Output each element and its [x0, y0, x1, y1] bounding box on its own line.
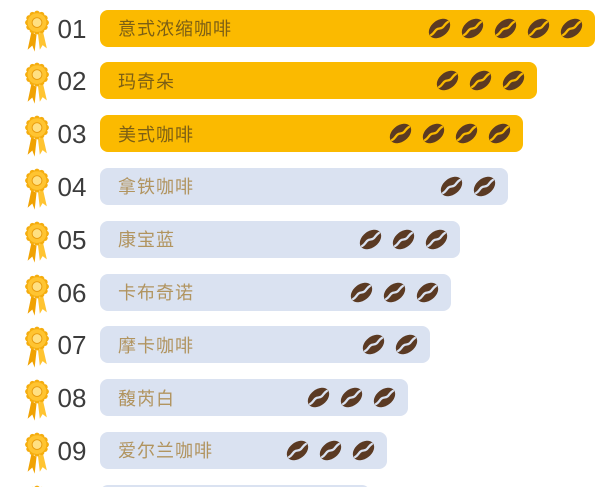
coffee-bean-icon	[502, 71, 525, 91]
coffee-bean-icon	[560, 18, 583, 38]
bean-rating	[348, 281, 441, 304]
coffee-bean-icon	[494, 18, 517, 38]
ranking-row: 05 康宝蓝	[0, 220, 600, 274]
ranking-row: 01 意式浓缩咖啡	[0, 9, 600, 63]
coffee-bean-icon	[340, 387, 363, 408]
bean-rating	[426, 17, 585, 40]
ranking-row: 04 拿铁咖啡	[0, 167, 600, 221]
rosette-medal-icon	[25, 379, 49, 421]
rank-number: 01	[57, 13, 87, 44]
coffee-bean-icon	[389, 123, 412, 144]
rank-number: 07	[57, 330, 87, 361]
coffee-bean-icon	[469, 71, 492, 91]
coffee-bean-icon	[286, 440, 309, 461]
coffee-bean-icon	[350, 282, 373, 302]
coffee-bean-icon	[461, 18, 484, 38]
rank-number: 05	[57, 224, 87, 255]
coffee-name-label: 康宝蓝	[118, 230, 175, 251]
coffee-name-label: 馥芮白	[118, 388, 175, 409]
ranking-row: 06 卡布奇诺	[0, 273, 600, 327]
ranking-bar	[100, 484, 370, 487]
rosette-medal-icon	[25, 115, 49, 157]
rosette-medal-icon	[25, 274, 49, 316]
bean-rating	[360, 333, 420, 356]
bean-rating	[305, 386, 398, 409]
coffee-bean-icon	[383, 282, 406, 302]
coffee-bean-icon	[373, 387, 396, 408]
coffee-bean-icon	[473, 176, 496, 197]
coffee-bean-icon	[319, 440, 342, 461]
rosette-medal-icon	[25, 221, 49, 263]
ranking-bar: 玛奇朵	[100, 62, 537, 100]
ranking-row: 03 美式咖啡	[0, 115, 600, 168]
coffee-bean-icon	[416, 282, 439, 302]
ranking-bar: 美式咖啡	[100, 115, 523, 153]
ranking-row: 08 馥芮白	[0, 379, 600, 432]
ranking-row: 09 爱尔兰咖啡	[0, 431, 600, 485]
rank-number: 04	[57, 171, 87, 202]
coffee-bean-icon	[428, 18, 451, 38]
ranking-row: 07 摩卡咖啡	[0, 326, 600, 379]
coffee-bean-icon	[422, 123, 445, 144]
coffee-name-label: 爱尔兰咖啡	[118, 441, 213, 462]
coffee-name-label: 意式浓缩咖啡	[118, 19, 232, 39]
coffee-bean-icon	[455, 123, 478, 144]
coffee-name-label: 玛奇朵	[118, 71, 175, 92]
coffee-bean-icon	[488, 123, 511, 144]
coffee-name-label: 摩卡咖啡	[118, 335, 194, 356]
bean-rating	[387, 122, 513, 145]
rank-number: 08	[57, 383, 87, 414]
bean-rating	[434, 69, 527, 92]
coffee-name-label: 拿铁咖啡	[118, 177, 194, 198]
ranking-bar: 馥芮白	[100, 379, 408, 417]
rank-number: 03	[57, 119, 87, 150]
coffee-bean-icon	[440, 176, 463, 197]
rank-number: 02	[57, 66, 87, 97]
ranking-bar: 拿铁咖啡	[100, 167, 508, 205]
coffee-bean-icon	[392, 229, 415, 249]
ranking-bar: 卡布奇诺	[100, 273, 451, 311]
bean-rating	[438, 175, 498, 198]
coffee-name-label: 卡布奇诺	[118, 283, 194, 303]
ranking-bar: 康宝蓝	[100, 220, 460, 258]
ranking-bar: 摩卡咖啡	[100, 326, 430, 364]
coffee-bean-icon	[362, 335, 385, 355]
coffee-bean-icon	[352, 440, 375, 461]
rosette-medal-icon	[25, 326, 49, 368]
coffee-bean-icon	[425, 229, 448, 249]
coffee-bean-icon	[395, 335, 418, 355]
ranking-bar: 意式浓缩咖啡	[100, 9, 595, 47]
rank-number: 09	[57, 435, 87, 466]
coffee-name-label: 美式咖啡	[118, 124, 194, 145]
rosette-medal-icon	[25, 62, 49, 104]
ranking-bar: 爱尔兰咖啡	[100, 431, 387, 469]
ranking-row: 02 玛奇朵	[0, 62, 600, 115]
rank-number: 06	[57, 277, 87, 308]
bean-rating	[357, 228, 450, 251]
rosette-medal-icon	[25, 168, 49, 210]
coffee-bean-icon	[436, 71, 459, 91]
rosette-medal-icon	[25, 10, 49, 52]
bean-rating	[284, 439, 377, 462]
rosette-medal-icon	[30, 485, 44, 487]
coffee-bean-icon	[527, 18, 550, 38]
rosette-medal-icon	[25, 432, 49, 474]
coffee-bean-icon	[359, 229, 382, 249]
coffee-bean-icon	[307, 387, 330, 408]
